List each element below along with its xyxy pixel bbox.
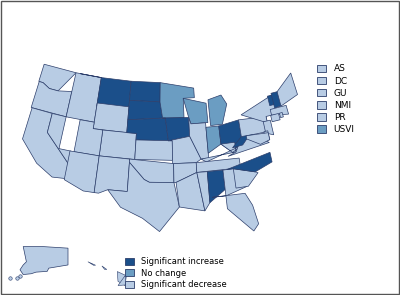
Polygon shape bbox=[162, 117, 190, 141]
Polygon shape bbox=[88, 262, 96, 265]
Polygon shape bbox=[197, 172, 210, 211]
Polygon shape bbox=[183, 98, 208, 124]
Polygon shape bbox=[212, 193, 259, 231]
Polygon shape bbox=[246, 133, 270, 144]
Polygon shape bbox=[277, 73, 298, 106]
Legend: Significant increase, No change, Significant decrease: Significant increase, No change, Signifi… bbox=[124, 255, 228, 291]
Polygon shape bbox=[208, 95, 227, 126]
Polygon shape bbox=[128, 100, 162, 120]
Polygon shape bbox=[232, 129, 254, 148]
Polygon shape bbox=[94, 156, 130, 193]
Polygon shape bbox=[64, 151, 99, 193]
Polygon shape bbox=[80, 74, 131, 107]
Polygon shape bbox=[241, 95, 278, 123]
Polygon shape bbox=[20, 247, 68, 275]
Polygon shape bbox=[102, 266, 107, 269]
Polygon shape bbox=[268, 94, 278, 106]
Legend: AS, DC, GU, NMI, PR, USVI: AS, DC, GU, NMI, PR, USVI bbox=[316, 63, 356, 135]
Polygon shape bbox=[74, 120, 103, 156]
Polygon shape bbox=[206, 126, 221, 153]
Polygon shape bbox=[271, 91, 282, 108]
Polygon shape bbox=[118, 276, 126, 286]
Polygon shape bbox=[130, 159, 174, 183]
Polygon shape bbox=[108, 162, 179, 232]
Polygon shape bbox=[130, 81, 160, 102]
Polygon shape bbox=[168, 136, 201, 164]
Polygon shape bbox=[135, 140, 172, 160]
Polygon shape bbox=[39, 64, 76, 91]
Polygon shape bbox=[223, 167, 247, 196]
Polygon shape bbox=[228, 137, 269, 156]
Polygon shape bbox=[189, 117, 209, 159]
Polygon shape bbox=[226, 152, 272, 172]
Polygon shape bbox=[271, 114, 280, 122]
Polygon shape bbox=[233, 169, 258, 188]
Polygon shape bbox=[201, 142, 243, 162]
Polygon shape bbox=[66, 73, 101, 122]
Polygon shape bbox=[93, 103, 129, 133]
Polygon shape bbox=[196, 158, 241, 173]
Polygon shape bbox=[264, 131, 270, 140]
Polygon shape bbox=[99, 130, 136, 159]
Polygon shape bbox=[263, 120, 274, 135]
Polygon shape bbox=[238, 117, 268, 137]
Polygon shape bbox=[160, 83, 194, 118]
Polygon shape bbox=[219, 120, 243, 153]
Polygon shape bbox=[22, 108, 68, 178]
Polygon shape bbox=[176, 173, 205, 211]
Polygon shape bbox=[127, 118, 168, 141]
Polygon shape bbox=[31, 81, 72, 117]
Polygon shape bbox=[174, 163, 197, 183]
Polygon shape bbox=[280, 112, 283, 118]
Polygon shape bbox=[207, 170, 225, 203]
Polygon shape bbox=[117, 272, 126, 286]
Polygon shape bbox=[47, 114, 71, 164]
Polygon shape bbox=[270, 105, 288, 115]
